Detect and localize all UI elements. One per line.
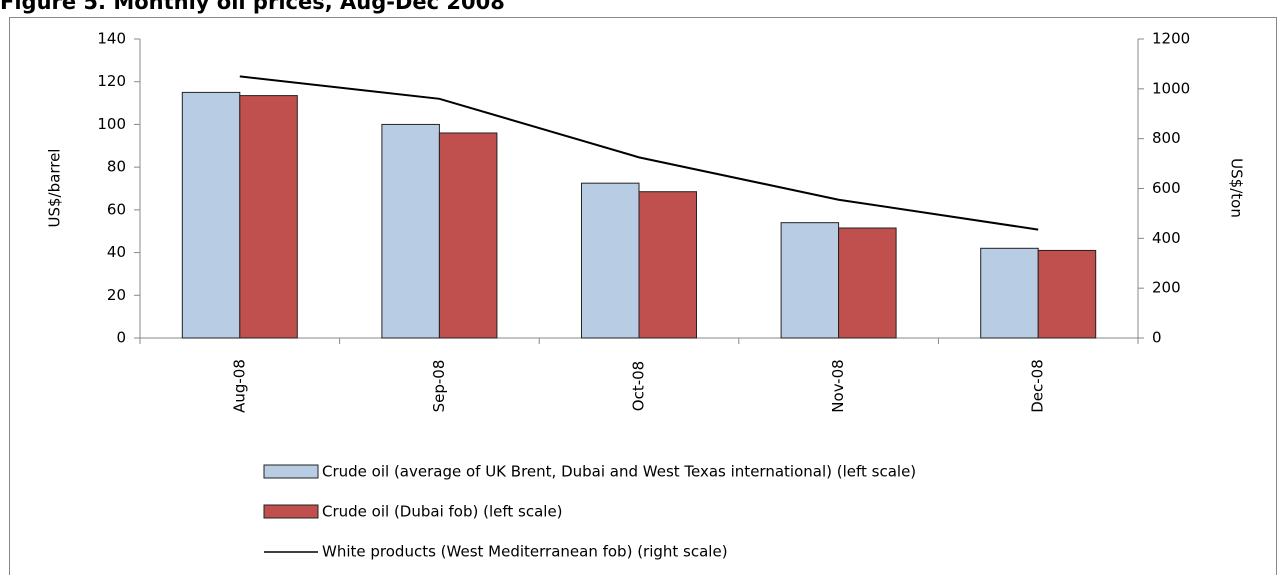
y-tick-label: 100 [97,115,126,133]
y2-tick-label: 600 [1152,179,1181,197]
x-tick-label: Oct-08 [630,361,648,411]
chart-title: Figure 5. Monthly oil prices, Aug-Dec 20… [0,0,505,14]
y-tick-label: 60 [107,200,126,218]
bar [980,247,1039,339]
bar [780,222,840,339]
y-tick-label: 120 [97,72,126,90]
x-tick-label: Sep-08 [430,360,448,413]
bar [1037,249,1097,339]
bar [638,191,697,339]
bar [239,95,298,339]
legend-swatch [263,504,319,519]
y-axis-label: US$/barrel [46,149,64,228]
y2-tick-label: 0 [1152,329,1162,347]
legend-label: White products (West Mediterranean fob) … [322,543,728,561]
y-tick-label: 40 [107,243,126,261]
y2-tick-label: 1000 [1152,79,1190,97]
legend-label: Crude oil (average of UK Brent, Dubai an… [322,463,916,481]
x-tick-label: Nov-08 [829,359,847,412]
line-series [239,75,1039,231]
y2-tick-label: 400 [1152,229,1181,247]
y-tick-label: 0 [116,329,126,347]
chart-border [9,17,1277,575]
bar [581,182,640,339]
y2-tick-label: 800 [1152,129,1181,147]
bar [181,91,241,339]
y2-tick-label: 200 [1152,279,1181,297]
y-tick-label: 140 [97,30,126,48]
bar [381,123,440,339]
x-tick-label: Aug-08 [230,359,248,413]
bar [438,132,498,339]
y-tick-label: 80 [107,158,126,176]
y2-axis-label: US$/ton [1228,158,1246,218]
legend-label: Crude oil (Dubai fob) (left scale) [322,503,563,521]
y-tick-label: 20 [107,286,126,304]
x-tick-label: Dec-08 [1029,359,1047,413]
legend-swatch [263,464,319,479]
bar [838,227,897,339]
y2-tick-label: 1200 [1152,30,1190,48]
